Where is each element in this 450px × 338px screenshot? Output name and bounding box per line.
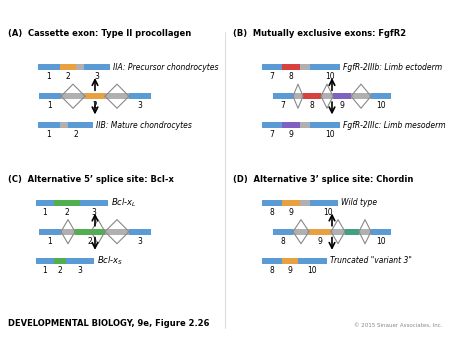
Text: 9: 9 bbox=[288, 266, 292, 275]
Text: Truncated "variant 3": Truncated "variant 3" bbox=[330, 256, 412, 265]
Bar bbox=[333, 93, 351, 99]
Bar bbox=[129, 93, 151, 99]
Bar bbox=[80, 199, 108, 206]
Bar bbox=[76, 64, 84, 70]
Text: 1: 1 bbox=[47, 130, 51, 139]
Bar bbox=[39, 228, 61, 235]
Bar bbox=[300, 199, 310, 206]
Text: $Bcl$-$x_L$: $Bcl$-$x_L$ bbox=[111, 196, 137, 209]
Bar bbox=[371, 93, 391, 99]
Text: 1: 1 bbox=[43, 208, 47, 217]
Bar bbox=[39, 228, 151, 235]
Bar bbox=[39, 93, 61, 99]
Bar bbox=[60, 64, 76, 70]
Text: Wild type: Wild type bbox=[341, 198, 377, 207]
Text: 7: 7 bbox=[270, 130, 274, 139]
Bar bbox=[345, 228, 359, 235]
Text: (B)  Mutually exclusive exons: FgfR2: (B) Mutually exclusive exons: FgfR2 bbox=[233, 29, 406, 38]
Bar bbox=[262, 199, 338, 206]
Bar bbox=[320, 64, 340, 70]
Text: 3: 3 bbox=[94, 72, 99, 81]
Bar bbox=[298, 258, 327, 264]
Text: (D)  Alternative 3’ splice site: Chordin: (D) Alternative 3’ splice site: Chordin bbox=[233, 175, 414, 185]
Bar bbox=[273, 93, 391, 99]
Bar bbox=[75, 228, 105, 235]
Text: 9: 9 bbox=[340, 101, 344, 110]
Text: DEVELOPMENTAL BIOLOGY, 9e, Figure 2.26: DEVELOPMENTAL BIOLOGY, 9e, Figure 2.26 bbox=[8, 319, 210, 328]
Bar bbox=[39, 93, 151, 99]
Text: Figure 2.26  Some examples of alternative RNA splicing: Figure 2.26 Some examples of alternative… bbox=[4, 7, 333, 17]
Text: 2: 2 bbox=[65, 208, 69, 217]
Bar bbox=[318, 199, 338, 206]
Text: 8: 8 bbox=[270, 208, 274, 217]
Bar bbox=[282, 122, 300, 128]
Text: FgfR-2IIIb: Limb ectoderm: FgfR-2IIIb: Limb ectoderm bbox=[343, 63, 442, 72]
Text: 10: 10 bbox=[376, 237, 386, 246]
Bar bbox=[273, 228, 391, 235]
Bar bbox=[371, 228, 391, 235]
Bar bbox=[300, 122, 310, 128]
Text: 7: 7 bbox=[270, 72, 274, 81]
Text: 10: 10 bbox=[325, 130, 335, 139]
Text: (A)  Cassette exon: Type II procollagen: (A) Cassette exon: Type II procollagen bbox=[8, 29, 191, 38]
Text: 1: 1 bbox=[47, 72, 51, 81]
Text: FgfR-2IIIc: Limb mesoderm: FgfR-2IIIc: Limb mesoderm bbox=[343, 121, 446, 130]
Text: 9: 9 bbox=[288, 130, 293, 139]
Text: 3: 3 bbox=[138, 101, 143, 110]
Text: 10: 10 bbox=[307, 266, 317, 275]
Bar bbox=[300, 64, 310, 70]
Bar bbox=[262, 64, 340, 70]
Text: 2: 2 bbox=[88, 237, 92, 246]
Bar bbox=[68, 122, 93, 128]
Text: 1: 1 bbox=[48, 101, 52, 110]
Bar bbox=[60, 122, 68, 128]
Bar bbox=[273, 228, 293, 235]
Bar bbox=[36, 199, 108, 206]
Bar bbox=[282, 199, 300, 206]
Bar bbox=[38, 122, 93, 128]
Bar bbox=[38, 64, 110, 70]
Text: 2: 2 bbox=[66, 72, 70, 81]
Bar bbox=[54, 258, 66, 264]
Bar bbox=[66, 258, 94, 264]
Text: 2: 2 bbox=[74, 130, 78, 139]
Bar bbox=[129, 228, 151, 235]
Text: 9: 9 bbox=[288, 208, 293, 217]
Bar bbox=[85, 93, 105, 99]
Text: IIB: Mature chondrocytes: IIB: Mature chondrocytes bbox=[96, 121, 192, 130]
Bar bbox=[262, 122, 340, 128]
Bar bbox=[262, 258, 327, 264]
Bar bbox=[273, 93, 293, 99]
Text: 10: 10 bbox=[325, 72, 335, 81]
Text: 8: 8 bbox=[281, 237, 285, 246]
Bar bbox=[36, 258, 94, 264]
Text: 3: 3 bbox=[138, 237, 143, 246]
Text: 2: 2 bbox=[58, 266, 63, 275]
Text: 8: 8 bbox=[270, 266, 274, 275]
Text: 7: 7 bbox=[280, 101, 285, 110]
Text: 2: 2 bbox=[93, 101, 97, 110]
Bar bbox=[282, 258, 298, 264]
Bar bbox=[282, 64, 300, 70]
Text: 1: 1 bbox=[48, 237, 52, 246]
Bar bbox=[309, 228, 331, 235]
Text: © 2015 Sinauer Associates, Inc.: © 2015 Sinauer Associates, Inc. bbox=[354, 323, 442, 328]
Bar bbox=[320, 122, 340, 128]
Text: IIA: Precursor chondrocytes: IIA: Precursor chondrocytes bbox=[113, 63, 219, 72]
Text: 8: 8 bbox=[288, 72, 293, 81]
Text: $Bcl$-$x_S$: $Bcl$-$x_S$ bbox=[97, 255, 123, 267]
Bar bbox=[54, 199, 80, 206]
Text: 3: 3 bbox=[91, 208, 96, 217]
Text: 1: 1 bbox=[43, 266, 47, 275]
Text: 10: 10 bbox=[376, 101, 386, 110]
Text: (C)  Alternative 5’ splice site: Bcl-x: (C) Alternative 5’ splice site: Bcl-x bbox=[8, 175, 174, 185]
Bar bbox=[84, 64, 110, 70]
Text: 8: 8 bbox=[310, 101, 315, 110]
Text: 9: 9 bbox=[318, 237, 323, 246]
Text: 3: 3 bbox=[77, 266, 82, 275]
Bar bbox=[303, 93, 321, 99]
Text: 10: 10 bbox=[323, 208, 333, 217]
